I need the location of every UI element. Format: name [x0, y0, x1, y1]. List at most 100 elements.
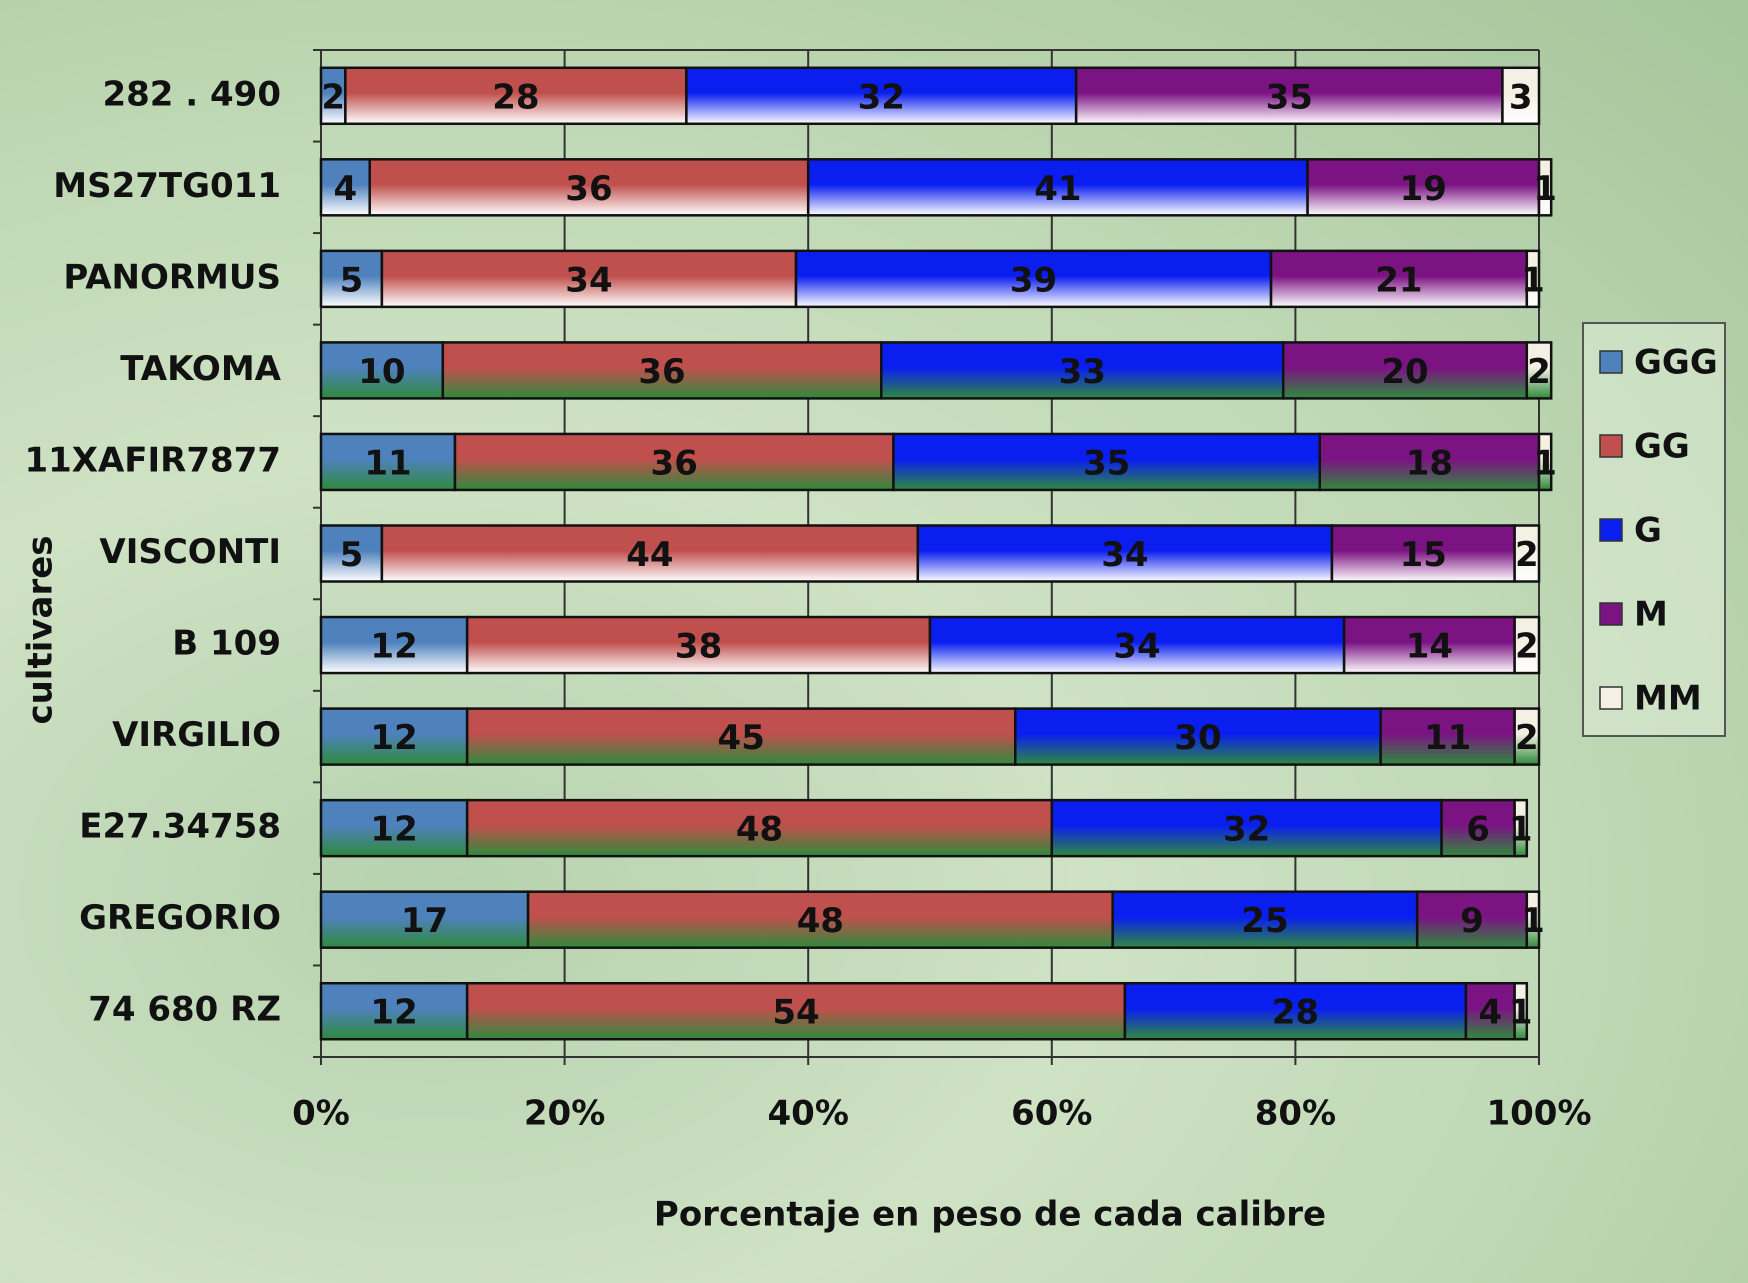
- bar-segment: [344, 66, 688, 126]
- bar-segment: [1342, 615, 1516, 675]
- bar-segment: [1513, 981, 1529, 1041]
- y-tick-label: 282 . 490: [102, 74, 281, 114]
- data-label: 10: [358, 352, 405, 392]
- bar-segment: [453, 432, 895, 492]
- data-label: 18: [1406, 443, 1453, 483]
- data-label: 1: [1509, 993, 1533, 1033]
- bar-segment: [1379, 707, 1516, 766]
- data-label: 1: [1521, 901, 1545, 941]
- legend-swatch: [1599, 434, 1623, 458]
- data-label: 17: [401, 901, 448, 941]
- bar-segment: [1050, 798, 1443, 858]
- data-label: 32: [858, 77, 905, 117]
- y-tick-label: PANORMUS: [63, 257, 281, 297]
- y-axis-label: cultivares: [21, 535, 61, 724]
- bar-segment: [1501, 66, 1541, 126]
- data-label: 34: [565, 260, 612, 300]
- y-tick-label: TAKOMA: [120, 349, 281, 389]
- data-label: 12: [370, 993, 417, 1033]
- legend-swatch: [1599, 602, 1623, 626]
- data-label: 15: [1400, 535, 1447, 575]
- y-tick-label: MS27TG011: [53, 166, 281, 206]
- data-label: 36: [565, 169, 612, 209]
- data-label: 1: [1533, 443, 1557, 483]
- data-label: 48: [736, 810, 783, 850]
- bar-segment: [1269, 249, 1529, 309]
- data-label: 45: [718, 718, 765, 758]
- data-label: 3: [1509, 77, 1533, 117]
- legend-label: GG: [1634, 427, 1690, 467]
- data-label: 35: [1266, 77, 1313, 117]
- data-label: 5: [340, 535, 364, 575]
- bar-segment: [1111, 890, 1419, 949]
- data-label: 35: [1083, 443, 1130, 483]
- bar-segment: [1014, 707, 1382, 766]
- data-label: 39: [1010, 260, 1057, 300]
- bar-segment: [1440, 798, 1516, 858]
- bar-segment: [1330, 524, 1516, 583]
- data-label: 12: [370, 718, 417, 758]
- bar-segment: [319, 341, 445, 400]
- bar-segment: [1525, 249, 1541, 309]
- data-label: 19: [1400, 169, 1447, 209]
- data-label: 2: [1515, 535, 1539, 575]
- data-label: 21: [1375, 260, 1422, 300]
- bar-segment: [465, 981, 1127, 1041]
- data-label: 36: [638, 352, 685, 392]
- data-label: 12: [370, 810, 417, 850]
- bar-segment: [1513, 707, 1541, 766]
- data-label: 14: [1406, 627, 1453, 667]
- data-label: 2: [1515, 627, 1539, 667]
- bar-segment: [685, 66, 1078, 126]
- data-label: 2: [1515, 718, 1539, 758]
- data-label: 12: [370, 627, 417, 667]
- x-tick-label: 0%: [292, 1094, 350, 1134]
- bar-segment: [1513, 615, 1541, 675]
- bar-segment: [794, 249, 1273, 309]
- bar-segment: [1525, 341, 1553, 400]
- data-label: 20: [1381, 352, 1428, 392]
- data-label: 28: [1272, 993, 1319, 1033]
- bar-segment: [465, 798, 1054, 858]
- bar-segment: [1318, 432, 1541, 492]
- bar-segment: [319, 249, 384, 309]
- bar-segment: [1123, 981, 1468, 1041]
- data-label: 1: [1509, 810, 1533, 850]
- data-label: 41: [1034, 169, 1081, 209]
- bar-segment: [892, 432, 1322, 492]
- data-label: 1: [1521, 260, 1545, 300]
- y-tick-label: 11XAFIR7877: [24, 440, 281, 480]
- bar-segment: [380, 524, 920, 583]
- data-label: 44: [626, 535, 673, 575]
- bar-segment: [1525, 890, 1541, 949]
- bar-segment: [1513, 798, 1529, 858]
- bar-segment: [1537, 432, 1553, 492]
- data-label: 11: [364, 443, 411, 483]
- data-label: 4: [334, 169, 358, 209]
- bar-segment: [1537, 158, 1553, 217]
- legend-label: GGG: [1634, 343, 1718, 383]
- bar-segment: [319, 158, 371, 217]
- y-tick-label: 74 680 RZ: [88, 990, 281, 1030]
- data-label: 2: [1527, 352, 1551, 392]
- bar-segment: [319, 615, 469, 675]
- data-label: 36: [651, 443, 698, 483]
- x-tick-label: 40%: [768, 1094, 849, 1134]
- bar-segment: [916, 524, 1334, 583]
- data-label: 48: [797, 901, 844, 941]
- x-tick-label: 20%: [524, 1094, 605, 1134]
- data-label: 54: [772, 993, 819, 1033]
- legend-swatch: [1599, 350, 1623, 374]
- bar-segment: [1513, 524, 1541, 583]
- y-tick-label: VISCONTI: [99, 532, 281, 572]
- x-tick-label: 100%: [1486, 1094, 1591, 1134]
- bar-segment: [526, 890, 1114, 949]
- x-axis-label: Porcentaje en peso de cada calibre: [654, 1195, 1326, 1235]
- data-label: 32: [1223, 810, 1270, 850]
- x-tick-label: 80%: [1255, 1094, 1336, 1134]
- bar-segment: [319, 798, 469, 858]
- y-tick-label: GREGORIO: [79, 898, 281, 938]
- data-label: 38: [675, 627, 722, 667]
- data-label: 6: [1466, 810, 1490, 850]
